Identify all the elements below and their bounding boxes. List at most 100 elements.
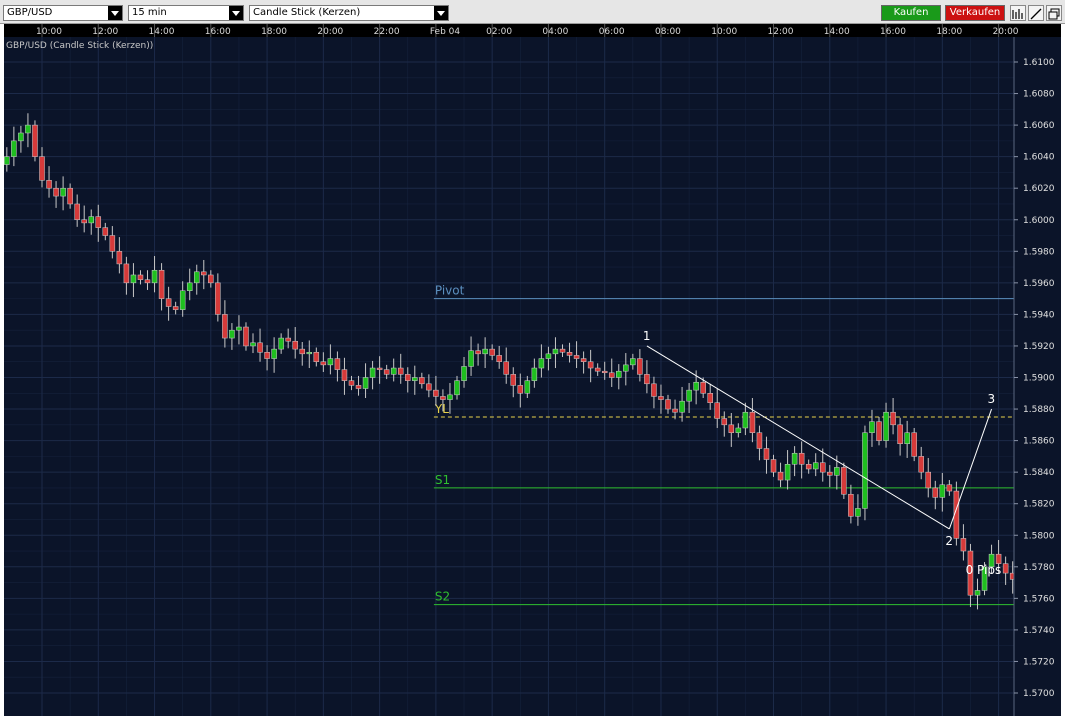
candle-down <box>665 399 671 410</box>
candle-down <box>890 411 896 426</box>
time-tick-label: 16:00 <box>205 27 231 37</box>
candle-down <box>123 263 130 284</box>
candle-up <box>869 421 875 433</box>
candle-down <box>911 432 917 457</box>
interval-select[interactable]: 15 min <box>128 5 244 21</box>
candle-down <box>341 369 348 381</box>
candle-down <box>405 374 411 381</box>
candle-up <box>524 380 531 394</box>
candle-down <box>756 432 763 449</box>
candle-down <box>53 187 59 197</box>
candle-up <box>742 411 749 429</box>
candle-up <box>151 269 158 284</box>
candle-down <box>433 389 439 397</box>
candle-down <box>1002 563 1009 574</box>
candle-up <box>60 187 66 197</box>
time-tick-label: 02:00 <box>486 27 512 37</box>
time-tick-label: 22:00 <box>374 27 400 37</box>
candle-down <box>728 424 735 433</box>
candle-down <box>770 459 777 473</box>
candle-up <box>545 353 552 359</box>
price-tick-label: 1.5900 <box>1023 374 1055 384</box>
candle-down <box>749 411 756 433</box>
symbol-select[interactable]: GBP/USD <box>3 5 123 21</box>
restore-window-icon[interactable] <box>1046 5 1062 21</box>
candle-up <box>791 452 798 465</box>
chevron-down-icon[interactable] <box>434 6 448 20</box>
candle-up <box>834 467 840 476</box>
candle-up <box>461 366 467 381</box>
candle-up <box>278 337 284 350</box>
buy-button[interactable]: Kaufen <box>881 5 941 21</box>
candle-up <box>362 377 369 389</box>
candle-down <box>292 340 298 350</box>
candle-down <box>95 216 102 228</box>
candle-down <box>144 279 151 284</box>
candle-down <box>566 352 573 356</box>
candle-down <box>489 348 495 356</box>
candle-down <box>222 314 228 339</box>
candle-down <box>348 380 355 386</box>
candle-up <box>939 484 946 498</box>
price-tick-label: 1.6060 <box>1023 121 1055 131</box>
candle-down <box>397 367 404 375</box>
candle-down <box>925 471 932 489</box>
chart-title: GBP/USD (Candle Stick (Kerzen)) <box>6 41 153 51</box>
sell-button[interactable]: Verkaufen <box>945 5 1005 21</box>
candle-down <box>946 484 953 492</box>
symbol-value: GBP/USD <box>7 7 53 18</box>
candle-down <box>841 467 847 495</box>
candle-up <box>883 411 889 441</box>
candle-up <box>271 348 277 359</box>
time-tick-label: 20:00 <box>317 27 343 37</box>
candle-down <box>876 421 882 441</box>
candle-down <box>651 383 657 397</box>
bar-type-icon[interactable] <box>1010 5 1026 21</box>
chevron-down-icon[interactable] <box>108 6 122 20</box>
candle-down <box>601 370 608 374</box>
candle-up <box>327 358 334 366</box>
price-tick-label: 1.5700 <box>1023 689 1055 699</box>
candle-down <box>503 361 509 375</box>
candle-down <box>285 337 291 342</box>
candle-up <box>18 132 24 142</box>
time-tick-label: 04:00 <box>542 27 568 37</box>
pattern-point-label: 1 <box>643 329 651 343</box>
candle-down <box>587 361 594 369</box>
candle-down <box>932 487 939 498</box>
candle-down <box>158 269 165 299</box>
candle-down <box>700 381 706 394</box>
candle-down <box>714 402 720 419</box>
candle-down <box>672 408 678 413</box>
candle-down <box>208 274 214 284</box>
draw-line-icon[interactable] <box>1028 5 1044 21</box>
candle-up <box>412 377 418 381</box>
candle-up <box>616 370 622 378</box>
chevron-down-icon[interactable] <box>229 6 243 20</box>
candle-down <box>918 456 924 473</box>
candle-down <box>960 538 967 552</box>
candle-down <box>299 348 305 355</box>
candle-down <box>172 306 179 310</box>
price-tick-label: 1.5800 <box>1023 531 1055 541</box>
candle-down <box>721 418 728 426</box>
price-tick-label: 1.6080 <box>1023 90 1055 100</box>
price-chart[interactable]: 10:00 12:00 14:00 16:00 18:00 20:00 22:00 Feb 0… <box>4 24 1061 716</box>
price-tick-label: 1.5760 <box>1023 594 1055 604</box>
candle-up <box>390 367 397 375</box>
candle-down <box>419 377 425 385</box>
candle-down <box>580 358 587 362</box>
candle-up <box>981 566 988 591</box>
candle-up <box>25 124 31 134</box>
candle-up <box>229 329 235 339</box>
candle-up <box>369 367 376 378</box>
price-tick-label: 1.6000 <box>1023 216 1055 226</box>
candle-up <box>193 271 200 284</box>
candle-down <box>559 348 566 353</box>
candle-down <box>496 355 502 362</box>
candle-up <box>482 348 488 355</box>
price-tick-label: 1.5820 <box>1023 500 1055 510</box>
pattern-point-label: 2 <box>945 534 953 548</box>
chart-type-select[interactable]: Candle Stick (Kerzen) <box>249 5 449 21</box>
